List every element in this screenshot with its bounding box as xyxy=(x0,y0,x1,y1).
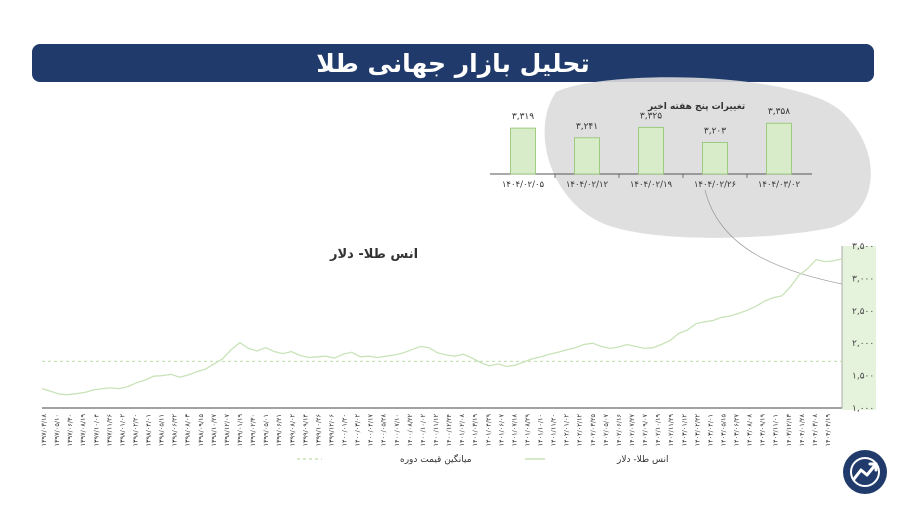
x-tick-label: ۱۴۰۱/۰۳/۱۹ xyxy=(471,413,479,446)
x-tick-label: ۱۳۹۸/۰۹/۱۵ xyxy=(197,413,205,446)
x-tick-label: ۱۴۰۰/۰۴/۱۷ xyxy=(367,413,375,446)
weekly-bar xyxy=(638,126,664,175)
x-tick-label: ۱۴۰۱/۱۰/۱۰ xyxy=(537,414,545,446)
x-tick-label: ۱۴۰۰/۰۳/۰۲ xyxy=(354,413,362,446)
x-tick-label: ۱۴۰۴/۰۳/۰۸ xyxy=(811,413,819,446)
x-tick-label: ۱۴۰۱/۱۱/۲۰ xyxy=(550,414,558,446)
x-tick-label: ۱۴۰۳/۱۱/۰۱ xyxy=(772,414,780,446)
x-tick-label: ۱۴۰۰/۱۱/۱۲ xyxy=(432,413,440,446)
x-tick-label: ۱۳۹۸/۱۲/۰۷ xyxy=(223,413,231,446)
x-tick-label: ۱۳۹۹/۰۱/۱۹ xyxy=(236,413,244,446)
x-tick-label: ۱۴۰۰/۱۰/۰۲ xyxy=(419,413,427,446)
x-tick-label: ۱۴۰۳/۰۲/۲۲ xyxy=(693,413,701,446)
x-tick-label: ۱۴۰۲/۰۱/۰۲ xyxy=(563,413,571,446)
bar-category-label: ۱۴۰۴/۰۳/۰۲ xyxy=(758,180,801,190)
legend-label-average: میانگین قیمت دوره xyxy=(400,453,472,465)
gold-price-line xyxy=(41,258,843,396)
bar-category-label: ۱۴۰۴/۰۲/۲۶ xyxy=(694,180,736,190)
x-tick-label: ۱۴۰۱/۰۴/۲۹ xyxy=(484,413,492,446)
main-chart-title: انس طلا- دلار xyxy=(329,247,418,262)
bar-value-label: ۳,۳۲۵ xyxy=(640,111,662,121)
weekly-chart-title: تغییرات پنج هفته اخیر xyxy=(647,102,745,112)
y-tick-label: ۳,۰۰۰ xyxy=(852,274,874,284)
x-tick-label: ۱۳۹۸/۰۲/۲۰ xyxy=(131,414,139,446)
logo-arrow-icon xyxy=(850,457,880,487)
bar-value-label: ۳,۲۴۱ xyxy=(576,122,598,132)
y-tick-label: ۱,۰۰۰ xyxy=(852,404,874,414)
x-tick-label: ۱۴۰۱/۰۸/۲۹ xyxy=(523,413,531,446)
x-tick-label: ۱۳۹۸/۰۵/۱۱ xyxy=(158,414,166,446)
x-tick-label: ۱۳۹۸/۰۸/۰۳ xyxy=(184,413,192,446)
x-tick-label: ۱۳۹۷/۰۳/۱۸ xyxy=(40,413,48,446)
y-tick-label: ۳,۵۰۰ xyxy=(852,242,874,252)
x-tick-label: ۱۴۰۱/۰۷/۱۸ xyxy=(510,413,518,446)
x-tick-label: ۱۴۰۳/۰۵/۱۵ xyxy=(719,413,727,446)
x-tick-label: ۱۴۰۳/۰۸/۰۸ xyxy=(746,413,754,446)
x-tick-label: ۱۳۹۹/۱۲/۰۶ xyxy=(327,414,335,446)
bar-value-label: ۳,۳۵۸ xyxy=(768,107,790,117)
x-tick-label: ۱۳۹۹/۰۲/۳۰ xyxy=(249,414,257,446)
y-tick-label: ۲,۰۰۰ xyxy=(852,339,874,349)
page-title: تحلیل بازار جهانی طلا xyxy=(316,48,590,78)
x-tick-label: ۱۴۰۴/۰۴/۱۹ xyxy=(824,413,832,446)
x-tick-label: ۱۴۰۲/۰۳/۲۵ xyxy=(589,413,597,446)
x-tick-label: ۱۴۰۲/۰۷/۲۷ xyxy=(628,413,636,446)
bar-category-label: ۱۴۰۴/۰۲/۱۲ xyxy=(566,180,609,190)
x-tick-label: ۱۴۰۲/۰۲/۱۲ xyxy=(576,413,584,446)
legend-label-gold: انس طلا- دلار xyxy=(616,455,668,465)
x-tick-label: ۱۴۰۲/۰۹/۰۷ xyxy=(641,413,649,446)
x-tick-label: ۱۳۹۹/۰۵/۰۱ xyxy=(262,414,270,446)
weekly-bar xyxy=(766,122,792,175)
y-tick-label: ۱,۵۰۰ xyxy=(852,372,874,382)
title-banner: تحلیل بازار جهانی طلا xyxy=(32,44,874,82)
x-tick-label: ۱۳۹۸/۱۰/۲۷ xyxy=(210,413,218,446)
x-tick-label: ۱۴۰۱/۰۲/۰۸ xyxy=(458,413,466,446)
x-tick-label: ۱۳۹۷/۱۰/۰۴ xyxy=(92,413,100,446)
x-tick-label: ۱۴۰۰/۰۵/۲۸ xyxy=(380,413,388,446)
x-tick-label: ۱۳۹۹/۱۰/۲۶ xyxy=(314,414,322,446)
x-tick-label: ۱۳۹۷/۰۵/۱۰ xyxy=(53,414,61,446)
x-tick-label: ۱۴۰۲/۰۶/۱۶ xyxy=(615,414,623,446)
x-tick-label: ۱۳۹۷/۰۶/۳۰ xyxy=(66,414,74,446)
callout-connector xyxy=(704,189,853,287)
x-tick-label: ۱۴۰۰/۰۷/۱۰ xyxy=(393,414,401,446)
bar-category-label: ۱۴۰۴/۰۲/۰۵ xyxy=(502,180,545,190)
weekly-bar xyxy=(702,142,728,175)
x-tick-label: ۱۳۹۹/۰۶/۲۱ xyxy=(275,414,283,446)
bar-value-label: ۳,۳۱۹ xyxy=(512,112,534,122)
x-tick-label: ۱۴۰۱/۰۶/۰۷ xyxy=(497,413,505,446)
x-tick-label: ۱۴۰۰/۰۸/۲۲ xyxy=(406,413,414,446)
bar-category-label: ۱۴۰۴/۰۲/۱۹ xyxy=(630,180,673,190)
x-tick-label: ۱۴۰۰/۱۲/۲۴ xyxy=(445,413,453,446)
y-axis-highlight xyxy=(842,246,876,410)
x-tick-label: ۱۳۹۸/۰۶/۲۲ xyxy=(171,413,179,446)
x-tick-label: ۱۳۹۹/۰۹/۱۴ xyxy=(301,413,309,446)
x-tick-label: ۱۴۰۳/۰۱/۱۲ xyxy=(680,413,688,446)
x-tick-label: ۱۳۹۸/۰۴/۰۱ xyxy=(145,414,153,446)
weekly-bar xyxy=(510,127,536,175)
y-tick-label: ۲,۵۰۰ xyxy=(852,307,874,317)
x-tick-label: ۱۴۰۲/۱۱/۲۹ xyxy=(667,413,675,446)
x-tick-label: ۱۳۹۸/۰۱/۰۲ xyxy=(118,413,126,446)
bar-value-label: ۳,۲۰۳ xyxy=(704,127,726,137)
x-tick-label: ۱۴۰۳/۰۹/۱۹ xyxy=(759,413,767,446)
x-tick-label: ۱۳۹۷/۰۸/۱۹ xyxy=(79,413,87,446)
legend: انس طلا- دلار میانگین قیمت دوره xyxy=(297,453,668,465)
weekly-bar xyxy=(574,137,600,175)
x-tick-label: ۱۴۰۲/۰۵/۰۷ xyxy=(602,413,610,446)
x-tick-label: ۱۴۰۰/۰۱/۲۰ xyxy=(341,414,349,446)
x-tick-label: ۱۳۹۷/۱۱/۲۶ xyxy=(105,414,113,446)
x-tick-label: ۱۴۰۳/۱۲/۱۳ xyxy=(785,413,793,446)
x-tick-label: ۱۳۹۹/۰۸/۰۲ xyxy=(288,413,296,446)
x-tick-label: ۱۴۰۲/۱۰/۱۹ xyxy=(654,413,662,446)
x-tick-label: ۱۴۰۴/۰۱/۲۸ xyxy=(798,413,806,446)
x-tick-label: ۱۴۰۳/۰۶/۲۷ xyxy=(733,413,741,446)
trend-chart-logo-icon xyxy=(843,450,887,494)
x-tick-label: ۱۴۰۳/۰۴/۰۱ xyxy=(706,414,714,446)
